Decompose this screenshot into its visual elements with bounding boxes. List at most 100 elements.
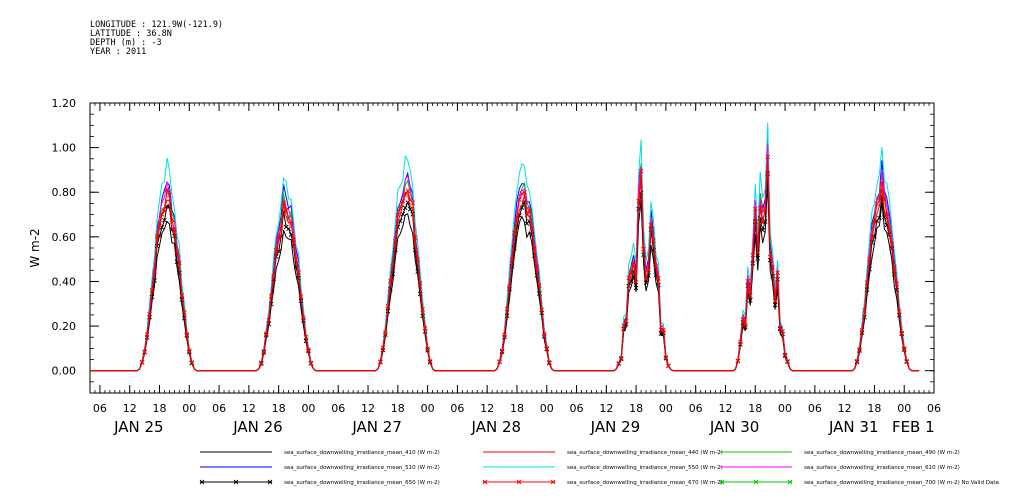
series-marker — [884, 211, 890, 217]
series-marker — [266, 317, 272, 323]
series-marker — [186, 348, 192, 354]
series-marker — [182, 310, 187, 315]
series-marker — [258, 360, 264, 366]
legend-marker — [719, 479, 725, 485]
legend-marker — [482, 479, 488, 485]
series-marker — [653, 264, 659, 269]
x-day-label: JAN 31 — [828, 418, 879, 436]
x-tick-label: 18 — [510, 402, 524, 415]
series-marker — [770, 265, 775, 270]
x-day-label: JAN 25 — [113, 418, 164, 436]
series-marker — [626, 275, 631, 281]
series-marker — [417, 280, 423, 286]
series-marker — [504, 306, 510, 312]
x-tick-label: 06 — [93, 402, 107, 415]
series-marker — [628, 269, 634, 275]
series-marker — [891, 265, 897, 271]
series-marker — [427, 359, 433, 364]
series-marker — [544, 346, 550, 351]
series-marker — [536, 283, 542, 289]
series-marker — [738, 339, 743, 345]
legend-label: sea_surface_downwelling_irradiance_mean_… — [284, 480, 440, 486]
series-marker — [641, 246, 646, 252]
series-marker — [164, 187, 170, 192]
y-axis-label: W m-2 — [28, 228, 42, 267]
series-marker — [288, 221, 294, 227]
series-marker — [507, 284, 512, 290]
latitude-text: LATITUDE : 36.8N — [90, 29, 172, 39]
series-marker — [616, 360, 622, 366]
x-day-label: JAN 30 — [709, 418, 760, 436]
series-marker — [862, 308, 867, 313]
series-marker — [886, 226, 892, 232]
series-marker — [867, 257, 872, 262]
series-marker — [772, 302, 778, 308]
y-tick-label: 0.40 — [52, 275, 77, 288]
series-marker — [889, 242, 895, 247]
series-marker — [172, 227, 177, 232]
series-marker — [517, 197, 522, 202]
series-marker — [412, 235, 418, 240]
series-marker — [663, 355, 669, 360]
x-tick-label: 18 — [272, 402, 286, 415]
series-marker — [276, 235, 281, 240]
legend-marker — [753, 479, 759, 485]
series-line — [90, 182, 920, 372]
series-marker — [522, 189, 527, 195]
series-marker — [144, 332, 150, 338]
longitude-text: LONGITUDE : 121.9W(-121.9) — [90, 20, 224, 30]
series-marker — [303, 334, 309, 340]
x-tick-label: 12 — [123, 402, 137, 415]
x-tick-label: 12 — [718, 402, 732, 415]
legend-marker — [550, 479, 556, 485]
series-marker — [864, 280, 870, 285]
series-marker — [400, 211, 406, 217]
series-marker — [296, 275, 301, 281]
x-tick-label: 12 — [480, 402, 494, 415]
x-tick-label: 00 — [301, 402, 315, 415]
series-marker — [541, 332, 547, 337]
series-marker — [750, 252, 756, 258]
series-marker — [167, 192, 172, 198]
x-tick-label: 18 — [629, 402, 643, 415]
x-tick-label: 18 — [867, 402, 881, 415]
x-tick-label: 06 — [331, 402, 345, 415]
series-marker — [782, 352, 788, 358]
series-marker — [298, 294, 304, 299]
series-marker — [529, 225, 535, 231]
legend-marker — [199, 479, 205, 485]
series-marker — [179, 293, 185, 298]
series-marker — [666, 363, 671, 369]
series-marker — [154, 234, 160, 239]
series-marker — [747, 298, 753, 303]
legend-label: sea_surface_downwelling_irradiance_mean_… — [284, 465, 440, 471]
series-marker — [182, 315, 187, 321]
series-marker — [296, 270, 301, 275]
series-marker — [760, 227, 766, 233]
x-tick-label: 12 — [838, 402, 852, 415]
series-marker — [425, 346, 430, 352]
series-marker — [877, 215, 882, 221]
series-marker — [765, 154, 771, 160]
x-tick-label: 06 — [450, 402, 464, 415]
series-marker — [532, 246, 537, 251]
series-marker — [410, 200, 416, 205]
series-marker — [142, 349, 147, 355]
x-tick-label: 12 — [242, 402, 256, 415]
series-marker — [149, 294, 155, 300]
legend-label: sea_surface_downwelling_irradiance_mean_… — [804, 465, 960, 471]
x-tick-label: 00 — [778, 402, 792, 415]
x-tick-label: 00 — [540, 402, 554, 415]
series-marker — [385, 303, 391, 309]
plot-metadata: LONGITUDE : 121.9W(-121.9) LATITUDE : 36… — [90, 21, 223, 57]
series-marker — [762, 219, 768, 224]
series-marker — [162, 217, 167, 223]
series-marker — [857, 347, 862, 352]
series-marker — [527, 207, 532, 213]
series-marker — [777, 325, 783, 331]
series-marker — [899, 330, 905, 336]
x-day-label: JAN 28 — [471, 418, 522, 436]
x-day-label: JAN 27 — [351, 418, 402, 436]
series-marker — [743, 325, 748, 330]
